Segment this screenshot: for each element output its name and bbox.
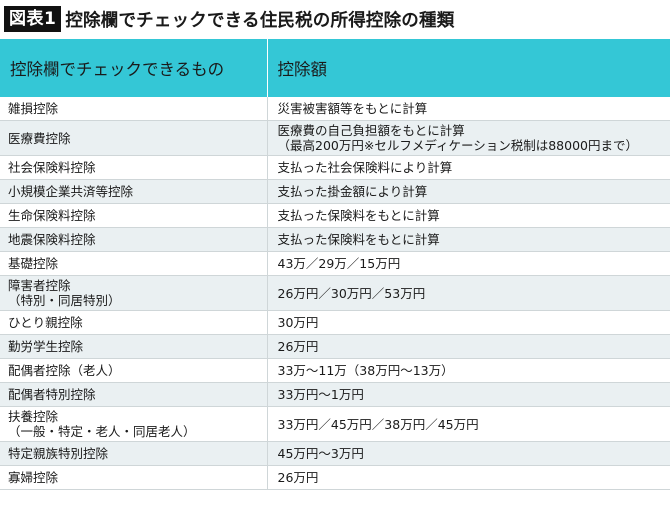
- deduction-name-line: 勤労学生控除: [8, 339, 84, 354]
- deduction-name-line: 基礎控除: [8, 256, 59, 271]
- table-row: 特定親族特別控除 45万円〜3万円: [0, 441, 670, 466]
- deduction-name-line: 雑損控除: [8, 101, 59, 116]
- deduction-name-cell: 配偶者控除（老人）: [0, 358, 268, 383]
- deduction-amount-cell: 災害被害額等をもとに計算: [267, 97, 670, 121]
- deduction-name-cell: ひとり親控除: [0, 310, 268, 335]
- deduction-amount-line: 45万円〜3万円: [277, 446, 364, 461]
- table-body: 雑損控除 災害被害額等をもとに計算医療費控除 医療費の自己負担額をもとに計算 （最高2…: [0, 97, 670, 490]
- deduction-name-cell: 寡婦控除: [0, 465, 268, 490]
- deduction-table: 控除欄でチェックできるもの 控除額 雑損控除 災害被害額等をもとに計算 医療費控除医…: [0, 39, 670, 490]
- deduction-amount-cell: 43万／29万／15万円: [267, 251, 670, 276]
- deduction-amount-cell: 26万円: [267, 465, 670, 490]
- deduction-name-line: 障害者控除: [8, 278, 71, 293]
- deduction-name-cell: 医療費控除: [0, 120, 268, 156]
- deduction-name-line: ひとり親控除: [8, 315, 83, 330]
- deduction-amount-cell: 30万円: [267, 310, 670, 335]
- deduction-name-line: 生命保険料控除: [8, 208, 96, 223]
- deduction-amount-cell: 26万円: [267, 334, 670, 359]
- deduction-amount-line: 33万円／45万円／38万円／45万円: [277, 416, 479, 432]
- deduction-name-line: （特別・同居特別）: [8, 293, 121, 308]
- deduction-amount-line: 26万円: [277, 470, 319, 485]
- deduction-amount-cell: 33万〜11万（38万円〜13万）: [267, 358, 670, 383]
- deduction-amount-cell: 33万円／45万円／38万円／45万円: [267, 406, 670, 442]
- figure-badge: 図表1: [4, 6, 62, 32]
- table-row: 地震保険料控除 支払った保険料をもとに計算: [0, 227, 670, 252]
- deduction-amount-line: 支払った社会保険料により計算: [277, 160, 453, 175]
- table-row: ひとり親控除 30万円: [0, 310, 670, 335]
- deduction-amount-line: 30万円: [277, 315, 319, 330]
- deduction-name-line: 配偶者控除（老人）: [8, 363, 121, 378]
- deduction-name-line: 小規模企業共済等控除: [8, 184, 134, 199]
- deduction-name-cell: 雑損控除: [0, 97, 268, 121]
- deduction-amount-cell: 支払った掛金額により計算: [267, 179, 670, 204]
- deduction-name-cell: 小規模企業共済等控除: [0, 179, 268, 204]
- deduction-amount-cell: 医療費の自己負担額をもとに計算 （最高200万円※セルフメディケーション税制は88…: [267, 120, 670, 156]
- header-deduction-amount: 控除額: [267, 39, 670, 97]
- deduction-name-line: （一般・特定・老人・同居老人）: [8, 424, 196, 439]
- deduction-amount-cell: 支払った保険料をもとに計算: [267, 203, 670, 228]
- table-row: 生命保険料控除 支払った保険料をもとに計算: [0, 203, 670, 228]
- deduction-amount-cell: 支払った保険料をもとに計算: [267, 227, 670, 252]
- table-row: 勤労学生控除 26万円: [0, 334, 670, 359]
- deduction-amount-line: 43万／29万／15万円: [277, 256, 401, 271]
- deduction-name-cell: 特定親族特別控除: [0, 441, 268, 466]
- deduction-table-wrapper: 控除欄でチェックできるもの 控除額 雑損控除 災害被害額等をもとに計算 医療費控除医…: [0, 39, 670, 490]
- deduction-amount-line: （最高200万円※セルフメディケーション税制は88000円まで）: [277, 138, 638, 153]
- table-row: 基礎控除 43万／29万／15万円: [0, 251, 670, 276]
- deduction-amount-line: 災害被害額等をもとに計算: [277, 101, 428, 116]
- deduction-amount-line: 支払った保険料をもとに計算: [277, 232, 440, 247]
- table-row: 小規模企業共済等控除 支払った掛金額により計算: [0, 179, 670, 204]
- deduction-name-cell: 社会保険料控除: [0, 155, 268, 180]
- deduction-name-cell: 生命保険料控除: [0, 203, 268, 228]
- deduction-amount-cell: 33万円〜1万円: [267, 382, 670, 407]
- deduction-name-cell: 配偶者特別控除: [0, 382, 268, 407]
- table-row: 扶養控除 （一般・特定・老人・同居老人） 33万円／45万円／38万円／45万円: [0, 406, 670, 442]
- deduction-name-cell: 勤労学生控除: [0, 334, 268, 359]
- table-row: 寡婦控除 26万円: [0, 465, 670, 490]
- deduction-name-line: 寡婦控除: [8, 470, 59, 485]
- deduction-name-line: 社会保険料控除: [8, 160, 96, 175]
- deduction-name-line: 扶養控除: [8, 409, 59, 424]
- deduction-name-line: 特定親族特別控除: [8, 446, 109, 461]
- deduction-amount-line: 26万円: [277, 339, 319, 354]
- table-row: 雑損控除 災害被害額等をもとに計算: [0, 97, 670, 121]
- deduction-amount-line: 医療費の自己負担額をもとに計算: [277, 123, 465, 138]
- figure-title: 控除欄でチェックできる住民税の所得控除の種類: [65, 10, 455, 31]
- deduction-name-line: 医療費控除: [8, 130, 71, 146]
- table-header-row: 控除欄でチェックできるもの 控除額: [0, 39, 670, 97]
- deduction-amount-cell: 26万円／30万円／53万円: [267, 275, 670, 311]
- deduction-name-cell: 扶養控除 （一般・特定・老人・同居老人）: [0, 406, 268, 442]
- figure-title-bar: 図表1 控除欄でチェックできる住民税の所得控除の種類: [0, 0, 670, 38]
- deduction-amount-line: 33万〜11万（38万円〜13万）: [277, 363, 454, 378]
- deduction-amount-cell: 支払った社会保険料により計算: [267, 155, 670, 180]
- deduction-amount-line: 支払った掛金額により計算: [277, 184, 428, 199]
- table-row: 配偶者控除（老人） 33万〜11万（38万円〜13万）: [0, 358, 670, 383]
- table-row: 社会保険料控除 支払った社会保険料により計算: [0, 155, 670, 180]
- deduction-name-line: 地震保険料控除: [8, 232, 96, 247]
- deduction-name-cell: 基礎控除: [0, 251, 268, 276]
- deduction-amount-line: 26万円／30万円／53万円: [277, 285, 426, 301]
- deduction-name-cell: 地震保険料控除: [0, 227, 268, 252]
- deduction-amount-line: 33万円〜1万円: [277, 387, 364, 402]
- table-row: 配偶者特別控除 33万円〜1万円: [0, 382, 670, 407]
- deduction-amount-line: 支払った保険料をもとに計算: [277, 208, 440, 223]
- deduction-name-line: 配偶者特別控除: [8, 387, 96, 402]
- deduction-amount-cell: 45万円〜3万円: [267, 441, 670, 466]
- header-deduction-name: 控除欄でチェックできるもの: [0, 39, 268, 97]
- table-row: 医療費控除 医療費の自己負担額をもとに計算 （最高200万円※セルフメディケーション…: [0, 120, 670, 156]
- deduction-name-cell: 障害者控除 （特別・同居特別）: [0, 275, 268, 311]
- table-row: 障害者控除 （特別・同居特別） 26万円／30万円／53万円: [0, 275, 670, 311]
